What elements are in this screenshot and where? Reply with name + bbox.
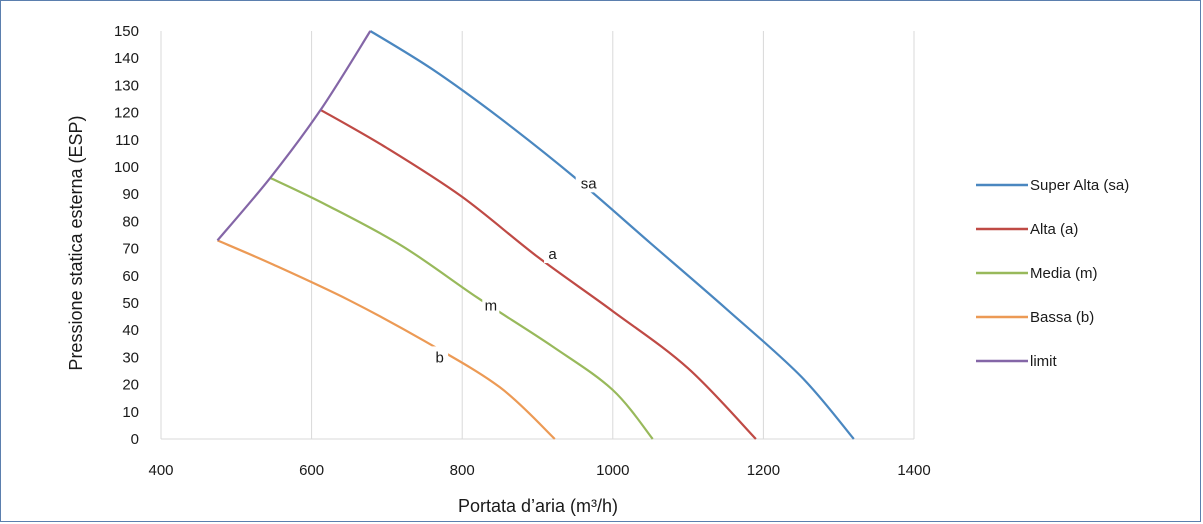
series-line-3: [217, 239, 556, 440]
y-axis-title: Pressione statica esterna (ESP): [66, 115, 86, 370]
curve-label-1: a: [548, 246, 557, 263]
series-line-2: [269, 176, 654, 440]
x-axis-title: Portata d’aria (m³/h): [458, 496, 618, 516]
y-tick-label: 50: [122, 295, 139, 312]
curve-label-bg: [431, 346, 449, 367]
x-tick-label: 400: [148, 462, 173, 479]
legend-label-0: Super Alta (sa): [1030, 177, 1129, 194]
y-tick-label: 60: [122, 268, 139, 285]
y-tick-label: 140: [114, 50, 139, 67]
legend-label-2: Media (m): [1030, 265, 1098, 282]
series-line-0: [369, 30, 855, 440]
y-tick-label: 0: [131, 431, 139, 448]
x-tick-label: 800: [450, 462, 475, 479]
curve-label-bg: [575, 172, 602, 193]
y-axis-ticks: 0 10 20 30 40 50 60 70 80 90 100 110 120 130 140 150: [114, 23, 139, 448]
y-tick-label: 90: [122, 186, 139, 203]
y-tick-label: 40: [122, 322, 139, 339]
y-tick-label: 120: [114, 105, 139, 122]
series-line-4: [216, 30, 372, 242]
y-tick-label: 30: [122, 349, 139, 366]
x-axis-ticks: 400 600 800 1000 1200 1400: [148, 462, 930, 479]
series-line-1: [320, 108, 757, 440]
legend-label-1: Alta (a): [1030, 221, 1078, 238]
y-tick-label: 10: [122, 404, 139, 421]
y-tick-label: 80: [122, 213, 139, 230]
x-tick-label: 1000: [596, 462, 629, 479]
x-tick-label: 1400: [897, 462, 930, 479]
curve-label-bg: [544, 243, 562, 264]
curve-labels: sa a m b: [431, 172, 602, 367]
y-tick-label: 130: [114, 77, 139, 94]
curve-label-2: m: [485, 298, 498, 315]
y-tick-label: 100: [114, 159, 139, 176]
curve-label-3: b: [435, 349, 443, 366]
x-tick-label: 600: [299, 462, 324, 479]
legend: Super Alta (sa) Alta (a) Media (m) Bassa (b…: [976, 177, 1129, 370]
y-tick-label: 150: [114, 23, 139, 40]
x-tick-label: 1200: [747, 462, 780, 479]
y-tick-label: 110: [115, 132, 139, 149]
legend-label-4: limit: [1030, 353, 1057, 370]
y-tick-label: 20: [122, 377, 139, 394]
series-lines: [216, 30, 855, 440]
curve-label-0: sa: [581, 175, 598, 192]
legend-label-3: Bassa (b): [1030, 309, 1094, 326]
grid-lines: [160, 31, 915, 440]
y-tick-label: 70: [122, 241, 139, 258]
curve-label-bg: [482, 294, 500, 315]
